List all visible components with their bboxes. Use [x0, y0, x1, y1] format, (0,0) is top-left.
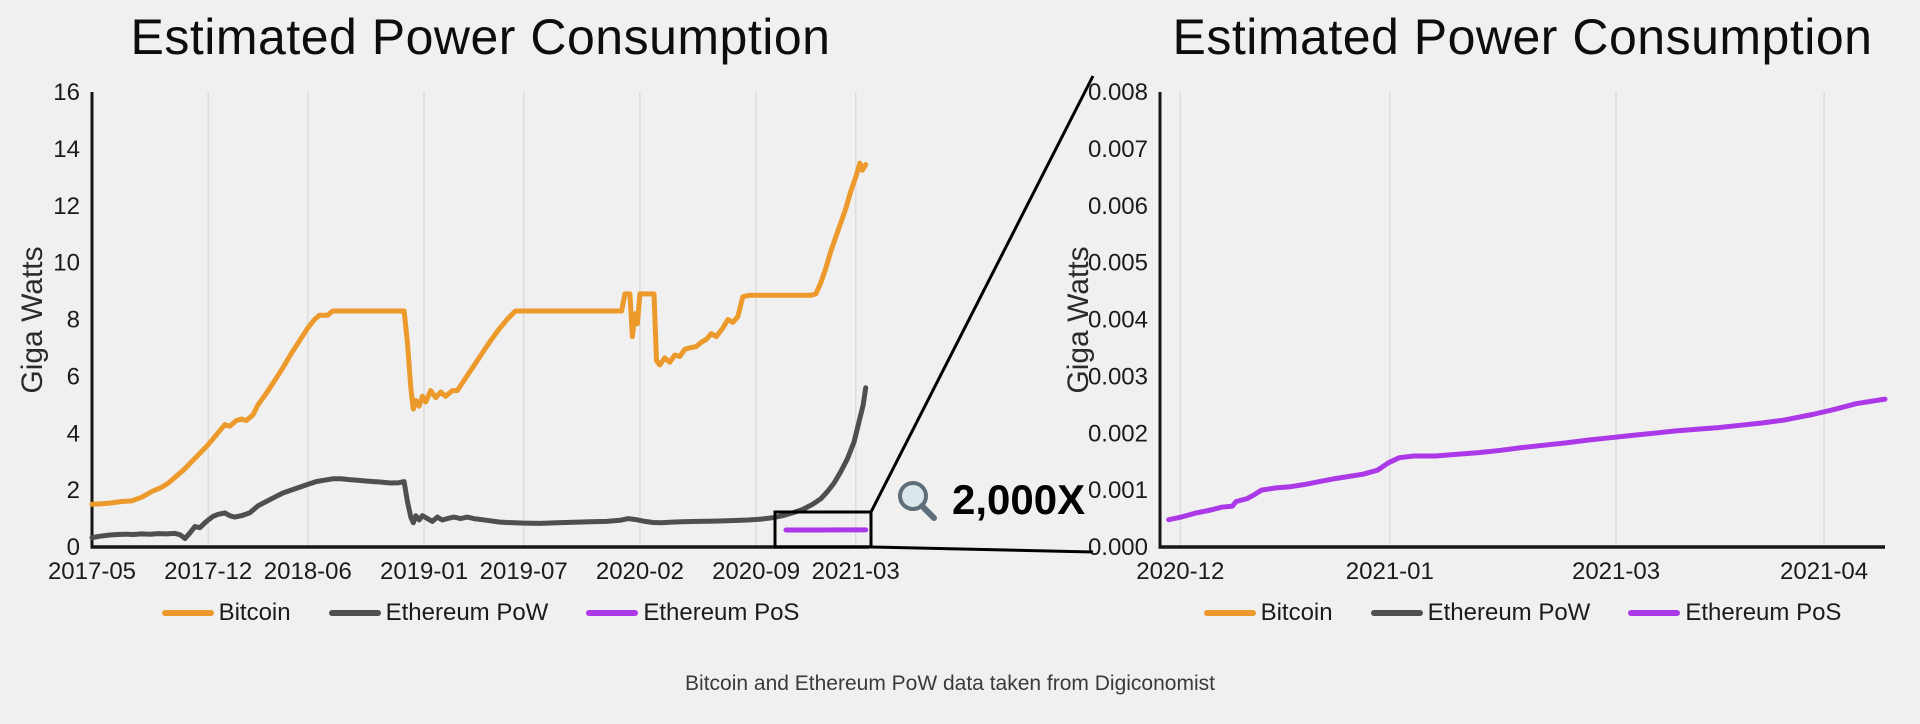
y-tick-label: 0 [67, 534, 80, 561]
x-tick-label: 2017-05 [48, 558, 136, 585]
x-tick-label: 2021-01 [1346, 558, 1434, 585]
x-tick-label: 2020-02 [596, 558, 684, 585]
y-tick-label: 0.001 [1088, 477, 1148, 504]
y-tick-label: 0.003 [1088, 363, 1148, 390]
y-tick-label: 0.008 [1088, 79, 1148, 106]
legend-label: Ethereum PoW [1427, 599, 1591, 626]
y-tick-label: 4 [67, 420, 80, 447]
legend-item: Ethereum PoW [1370, 599, 1591, 627]
y-tick-label: 2 [67, 477, 80, 504]
magnifier-icon [898, 481, 937, 521]
y-tick-label: 10 [53, 250, 80, 277]
x-tick-label: 2021-03 [1572, 558, 1660, 585]
legend-label: Ethereum PoS [1685, 599, 1842, 626]
y-tick-label: 0.002 [1088, 420, 1148, 447]
series-line-ethereum-pow [89, 385, 869, 541]
y-tick-label: 12 [53, 193, 80, 220]
legend-label: Ethereum PoW [385, 599, 549, 626]
gridlines [91, 92, 857, 547]
x-tick-label: 2019-07 [480, 558, 568, 585]
series-line-bitcoin [89, 160, 869, 507]
y-tick-label: 14 [53, 136, 80, 163]
legend-swatch [161, 610, 214, 616]
legend-swatch [1203, 610, 1256, 616]
right-chart-canvas: 0.000 0.001 0.002 0.003 0.004 0.005 0.006 0.007… [1088, 79, 1888, 585]
gridlines [1179, 92, 1825, 547]
legend-item: Bitcoin [161, 599, 291, 627]
zoom-callout: 2,000X [894, 476, 1085, 524]
legend-label: Bitcoin [1260, 599, 1333, 626]
legend-swatch [1628, 610, 1681, 616]
legend-item: Ethereum PoS [586, 599, 799, 627]
left-chart-legend: Bitcoin Ethereum PoW Ethereum PoS [92, 598, 869, 628]
right-chart-title: Estimated Power Consumption [1172, 9, 1873, 65]
y-tick-label: 0.005 [1088, 250, 1148, 277]
y-tick-label: 16 [53, 79, 80, 106]
legend-swatch [586, 610, 639, 616]
y-tick-label: 0.006 [1088, 193, 1148, 220]
legend-label: Bitcoin [218, 599, 291, 626]
x-tick-label: 2019-01 [380, 558, 468, 585]
source-caption: Bitcoin and Ethereum PoW data taken from… [685, 672, 1215, 695]
legend-item: Ethereum PoW [328, 599, 549, 627]
y-tick-label: 0.007 [1088, 136, 1148, 163]
zoom-factor-label: 2,000X [952, 476, 1086, 523]
x-tick-label: 2021-04 [1780, 558, 1868, 585]
y-tick-label: 8 [67, 307, 80, 334]
left-chart-canvas: 0 2 4 6 8 10 12 14 16 2017-05 2017-12 2018-06 2019-0… [48, 79, 900, 585]
x-tick-label: 2018-06 [264, 558, 352, 585]
x-tick-label: 2021-03 [812, 558, 900, 585]
x-tick-label: 2017-12 [164, 558, 252, 585]
y-tick-label: 0.000 [1088, 534, 1148, 561]
legend-swatch [328, 610, 381, 616]
legend-swatch [1370, 610, 1423, 616]
legend-item: Ethereum PoS [1628, 599, 1841, 627]
legend-item: Bitcoin [1203, 599, 1333, 627]
legend-label: Ethereum PoS [643, 599, 800, 626]
right-chart-legend: Bitcoin Ethereum PoW Ethereum PoS [1160, 598, 1885, 628]
series-line-ethereum-pos [1166, 396, 1888, 523]
x-tick-label: 2020-09 [712, 558, 800, 585]
y-tick-label: 6 [67, 363, 80, 390]
left-chart-title: Estimated Power Consumption [130, 9, 831, 65]
x-tick-label: 2020-12 [1136, 558, 1224, 585]
y-tick-label: 0.004 [1088, 307, 1148, 334]
